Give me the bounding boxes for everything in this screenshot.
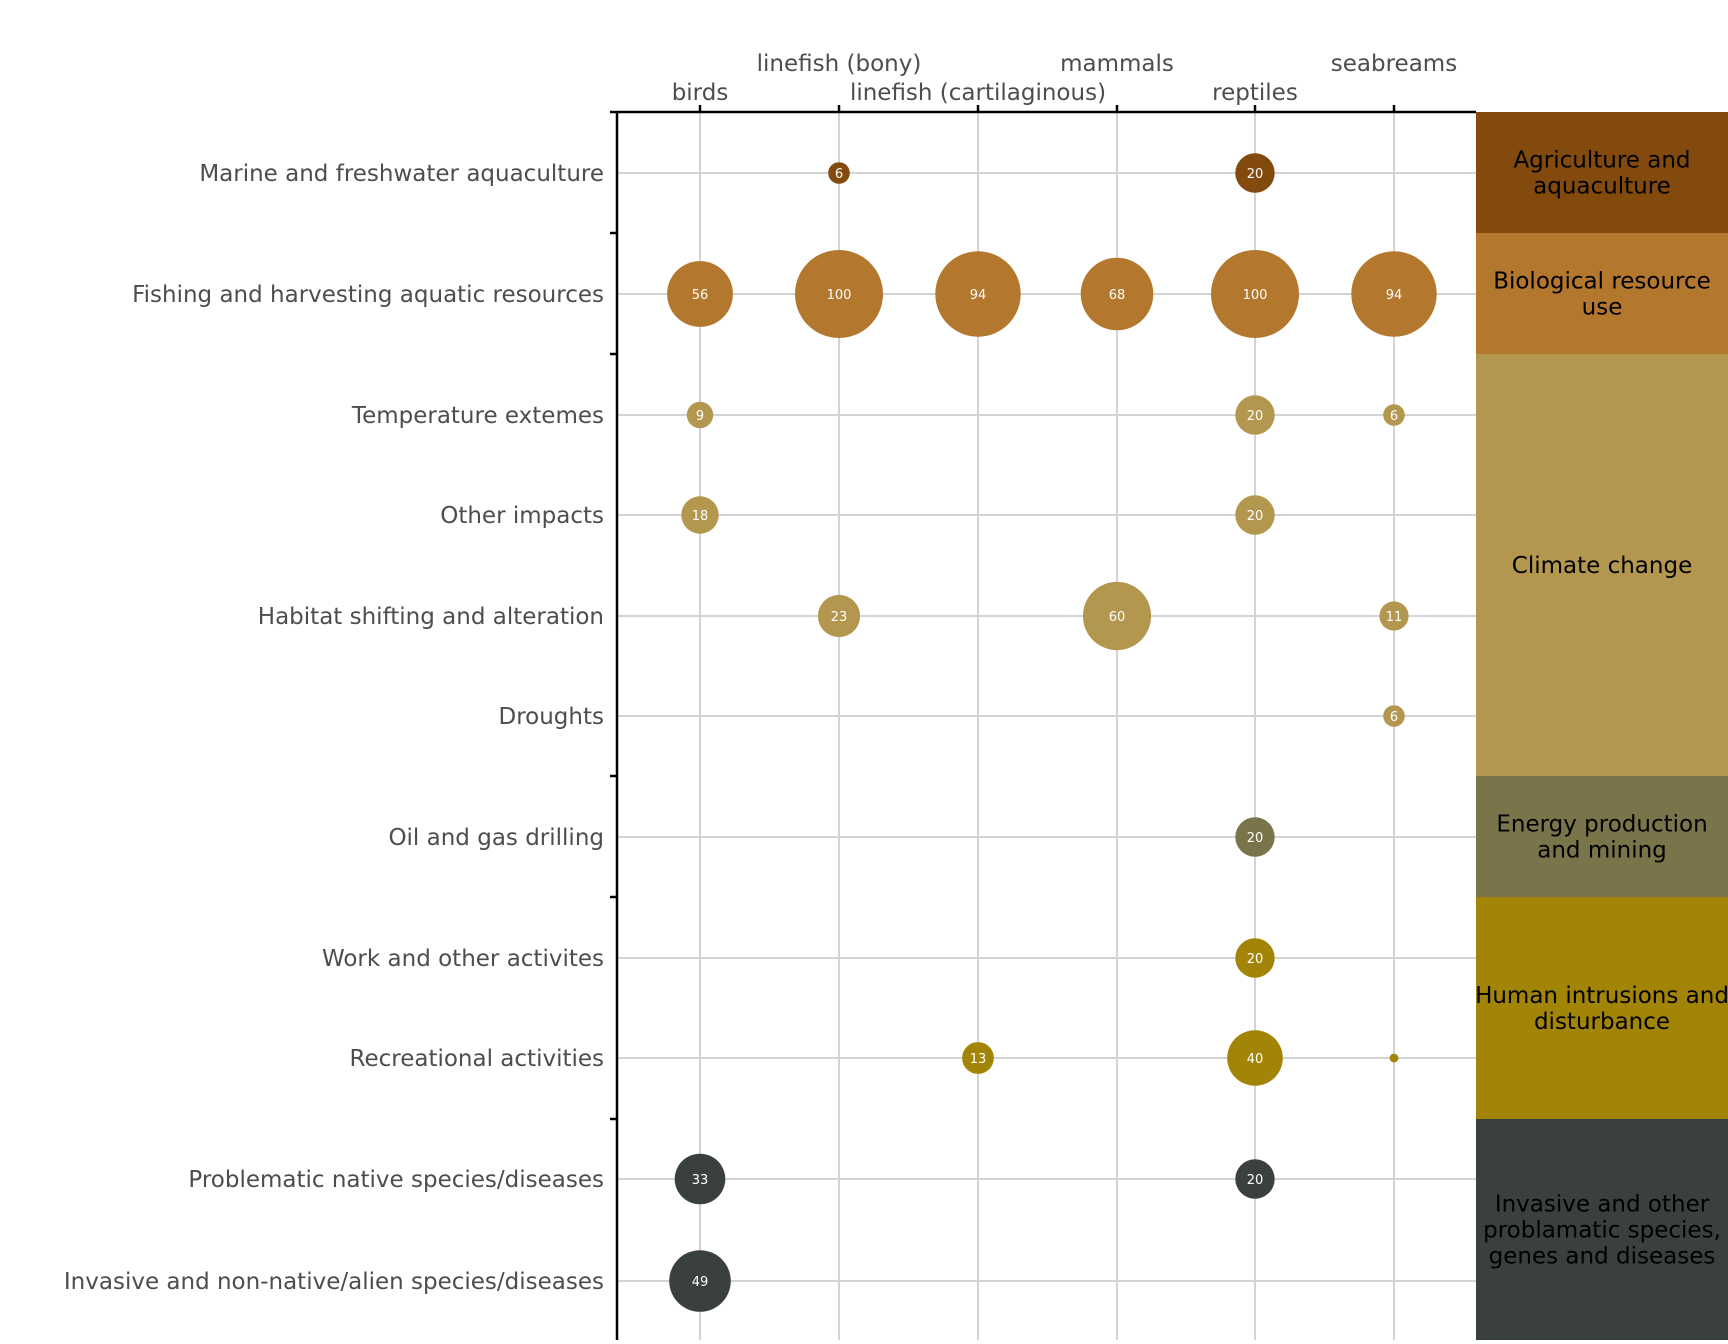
- bubble-fishing-and-harvesting-aquatic-resources-mammals: [1080, 257, 1154, 331]
- bubble-label-other-impacts-reptiles: 20: [1247, 509, 1264, 524]
- row-label-temperature-extemes: Temperature extemes: [351, 403, 604, 429]
- bubble-label-invasive-and-non-native-alien-species-diseases-birds: 49: [692, 1275, 709, 1290]
- group-band-energy-production-and-mining: [1476, 776, 1728, 897]
- column-label-linefish-bony: linefish (bony): [757, 51, 922, 77]
- bubble-fishing-and-harvesting-aquatic-resources-linefish-cartilaginous: [935, 251, 1021, 337]
- bubble-habitat-shifting-and-alteration-seabreams: [1379, 601, 1409, 631]
- bubble-temperature-extemes-reptiles: [1235, 395, 1275, 435]
- bubble-habitat-shifting-and-alteration-linefish-bony: [817, 594, 861, 638]
- bubble-label-oil-and-gas-drilling-reptiles: 20: [1247, 831, 1264, 846]
- bubble-label-marine-and-freshwater-aquaculture-linefish-bony: 6: [835, 167, 843, 182]
- bubble-oil-and-gas-drilling-reptiles: [1235, 817, 1275, 857]
- group-band-label-agriculture-and-aquaculture: Agriculture and aquaculture: [1513, 148, 1690, 200]
- axis-layer: birds linefish (bony) linefish (cartilagin…: [64, 51, 1476, 1340]
- bubble-label-recreational-activities-linefish-cartilaginous: 13: [970, 1052, 987, 1067]
- bubble-droughts-seabreams: [1383, 705, 1405, 727]
- row-label-other-impacts: Other impacts: [440, 503, 604, 529]
- row-label-problematic-native-species-diseases: Problematic native species/diseases: [188, 1167, 604, 1193]
- bubble-fishing-and-harvesting-aquatic-resources-reptiles: [1211, 250, 1299, 338]
- bubble-label-recreational-activities-reptiles: 40: [1247, 1052, 1264, 1067]
- group-band-label-energy-production-and-mining: Energy production and mining: [1496, 812, 1707, 864]
- bubble-work-and-other-activites-reptiles: [1235, 938, 1275, 978]
- row-label-recreational-activities: Recreational activities: [350, 1046, 604, 1072]
- bubble-label-habitat-shifting-and-alteration-seabreams: 11: [1386, 610, 1403, 625]
- bubble-label-temperature-extemes-birds: 9: [696, 409, 704, 424]
- column-label-reptiles: reptiles: [1212, 80, 1298, 106]
- bubble-label-fishing-and-harvesting-aquatic-resources-linefish-bony: 100: [827, 288, 852, 303]
- column-label-birds: birds: [672, 80, 729, 106]
- bubble-temperature-extemes-birds: [686, 401, 714, 429]
- bubble-marine-and-freshwater-aquaculture-reptiles: [1235, 153, 1275, 193]
- bubble-label-fishing-and-harvesting-aquatic-resources-seabreams: 94: [1386, 288, 1403, 303]
- group-band-invasive-and-other-problamatic-species-genes-and-diseases: [1476, 1119, 1728, 1340]
- bubble-label-temperature-extemes-reptiles: 20: [1247, 409, 1264, 424]
- bubble-fishing-and-harvesting-aquatic-resources-linefish-bony: [795, 250, 883, 338]
- group-band-label-biological-resource-use: Biological resource use: [1493, 269, 1711, 321]
- group-band-label-invasive-and-other-problamatic-species-genes-and-diseases: Invasive and other problamatic species, ge…: [1483, 1192, 1721, 1270]
- row-label-work-and-other-activites: Work and other activites: [322, 946, 604, 972]
- bubble-label-fishing-and-harvesting-aquatic-resources-birds: 56: [692, 288, 709, 303]
- group-band-layer: Agriculture and aquaculture Biological res…: [1475, 112, 1728, 1340]
- bubble-label-fishing-and-harvesting-aquatic-resources-reptiles: 100: [1243, 288, 1268, 303]
- bubble-problematic-native-species-diseases-birds: [674, 1153, 726, 1205]
- bubble-habitat-shifting-and-alteration-mammals: [1082, 581, 1152, 651]
- bubble-invasive-and-non-native-alien-species-diseases-birds: [669, 1250, 731, 1312]
- row-label-droughts: Droughts: [499, 704, 605, 730]
- bubble-recreational-activities-linefish-cartilaginous: [962, 1042, 994, 1074]
- column-label-seabreams: seabreams: [1331, 51, 1457, 77]
- row-label-habitat-shifting-and-alteration: Habitat shifting and alteration: [258, 604, 604, 630]
- bubble-label-habitat-shifting-and-alteration-linefish-bony: 23: [831, 610, 848, 625]
- bubble-label-droughts-seabreams: 6: [1390, 710, 1398, 725]
- group-band-label-climate-change: Climate change: [1512, 553, 1692, 579]
- grid-layer: [617, 112, 1476, 1340]
- bubble-label-temperature-extemes-seabreams: 6: [1390, 409, 1398, 424]
- bubble-label-other-impacts-birds: 18: [692, 509, 709, 524]
- row-label-invasive-and-non-native-alien-species-diseases: Invasive and non-native/alien species/di…: [64, 1269, 604, 1295]
- bubble-label-fishing-and-harvesting-aquatic-resources-mammals: 68: [1109, 288, 1126, 303]
- bubble-problematic-native-species-diseases-reptiles: [1235, 1159, 1275, 1199]
- group-band-human-intrusions-and-disturbance: [1476, 897, 1728, 1119]
- bubble-label-marine-and-freshwater-aquaculture-reptiles: 20: [1247, 167, 1264, 182]
- bubble-label-fishing-and-harvesting-aquatic-resources-linefish-cartilaginous: 94: [970, 288, 987, 303]
- group-band-agriculture-and-aquaculture: [1476, 112, 1728, 233]
- bubble-recreational-activities-reptiles: [1227, 1030, 1283, 1086]
- group-band-climate-change: [1476, 354, 1728, 776]
- bubble-fishing-and-harvesting-aquatic-resources-birds: [667, 261, 733, 327]
- bubble-label-problematic-native-species-diseases-birds: 33: [692, 1173, 709, 1188]
- group-band-label-human-intrusions-and-disturbance: Human intrusions and disturbance: [1475, 983, 1728, 1035]
- bubble-marine-and-freshwater-aquaculture-linefish-bony: [828, 162, 850, 184]
- bubble-temperature-extemes-seabreams: [1383, 404, 1405, 426]
- bubble-fishing-and-harvesting-aquatic-resources-seabreams: [1351, 251, 1437, 337]
- row-label-marine-and-freshwater-aquaculture: Marine and freshwater aquaculture: [199, 161, 604, 187]
- bubble-label-habitat-shifting-and-alteration-mammals: 60: [1109, 610, 1126, 625]
- bubble-recreational-activities-seabreams: [1389, 1053, 1399, 1063]
- column-label-linefish-cartilaginous: linefish (cartilaginous): [850, 80, 1106, 106]
- bubble-label-problematic-native-species-diseases-reptiles: 20: [1247, 1173, 1264, 1188]
- column-label-mammals: mammals: [1060, 51, 1174, 77]
- group-band-biological-resource-use: [1476, 233, 1728, 354]
- row-label-fishing-and-harvesting-aquatic-resources: Fishing and harvesting aquatic resources: [132, 282, 604, 308]
- bubble-other-impacts-reptiles: [1235, 495, 1275, 535]
- row-label-oil-and-gas-drilling: Oil and gas drilling: [388, 825, 604, 851]
- bubble-other-impacts-birds: [681, 496, 719, 534]
- bubble-label-work-and-other-activites-reptiles: 20: [1247, 952, 1264, 967]
